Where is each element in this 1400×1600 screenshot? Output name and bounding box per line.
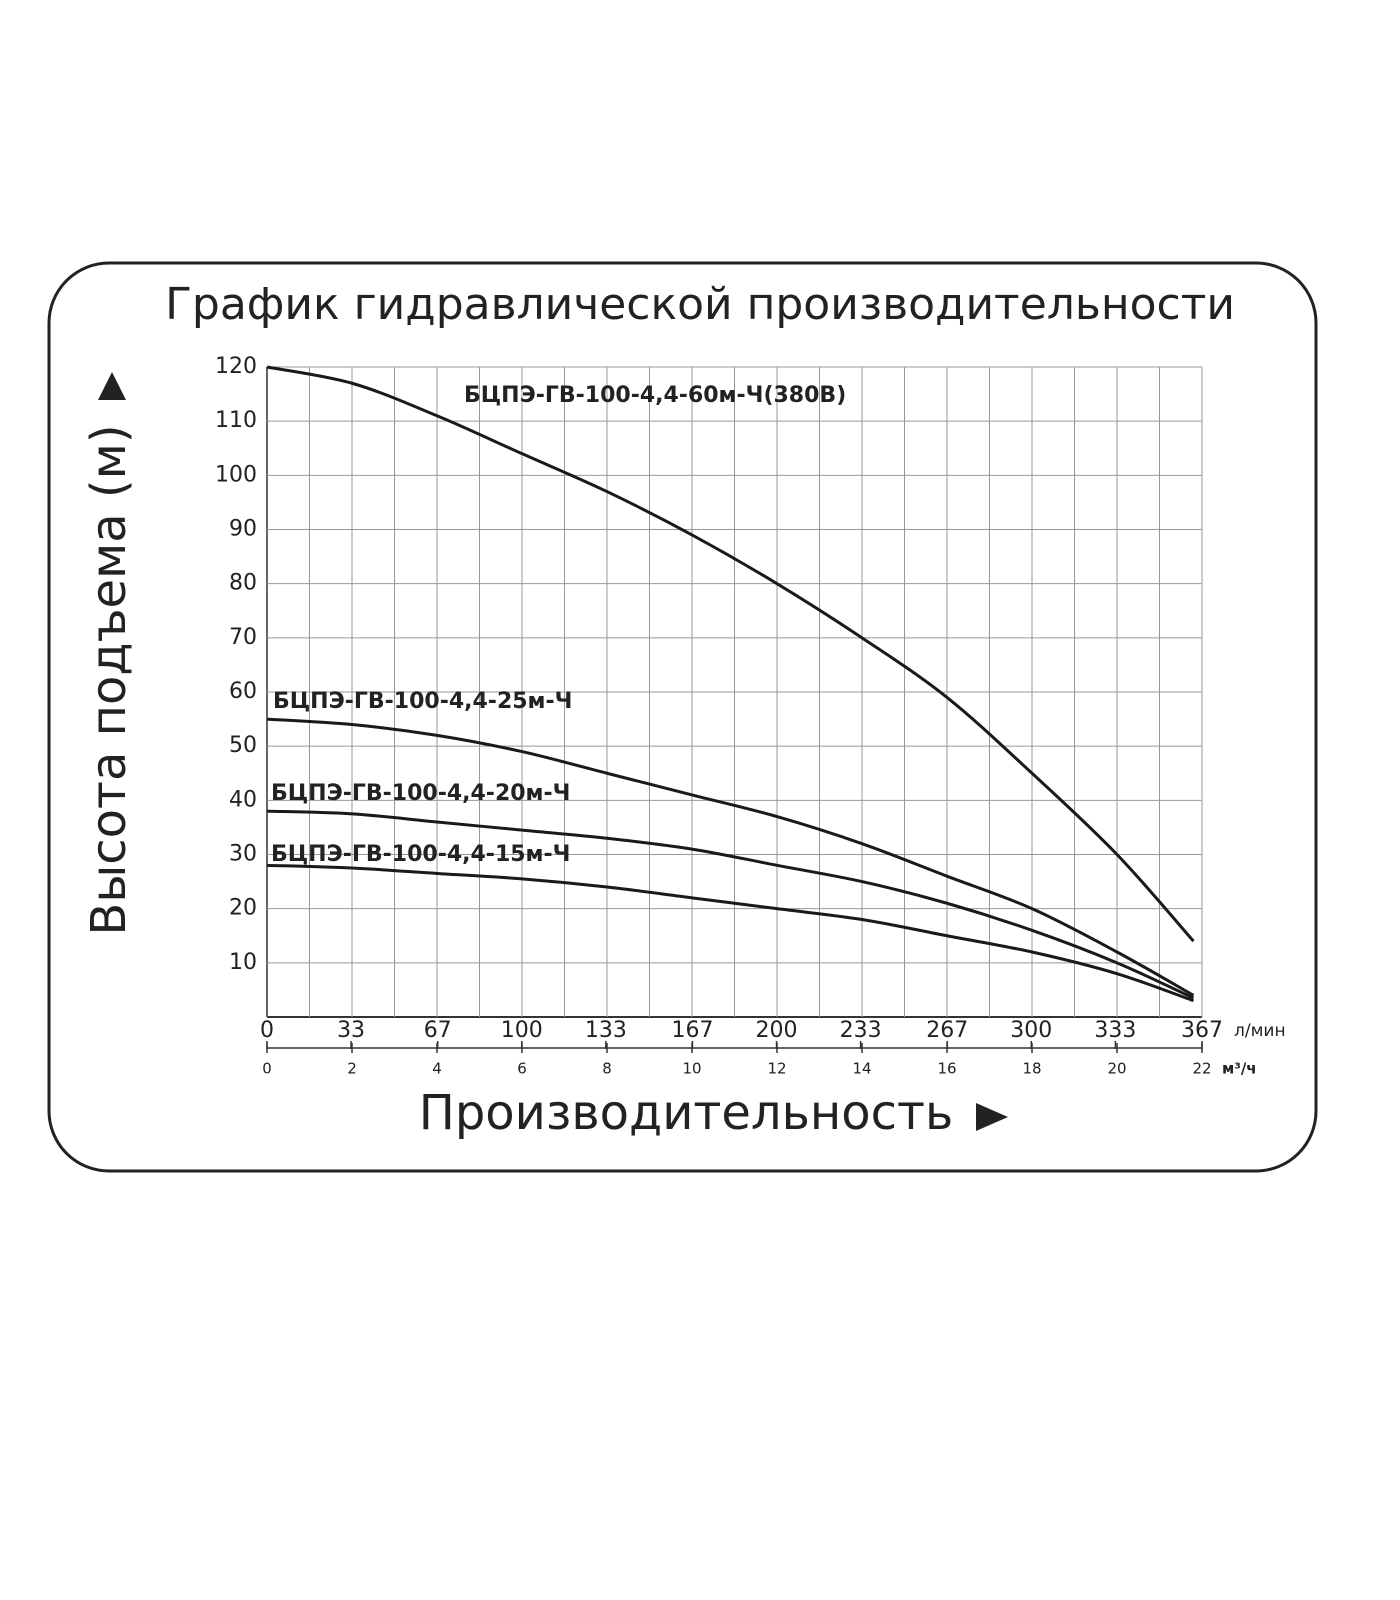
x2-tick-label: 267: [926, 1018, 968, 1043]
y-tick-label: 120: [215, 354, 257, 379]
y-tick-label: 100: [215, 462, 257, 487]
x2-tick-label: 33: [337, 1018, 365, 1043]
series-label: БЦПЭ-ГВ-100-4,4-20м-Ч: [271, 781, 570, 806]
x2-tick-label: 0: [260, 1018, 274, 1043]
x-tick-label: 8: [602, 1060, 612, 1078]
x-tick-label: 22: [1192, 1060, 1211, 1078]
curve: [266, 365, 1195, 943]
x-tick-label: 2: [347, 1060, 357, 1078]
x2-tick-label: 67: [424, 1018, 452, 1043]
x-arrow: [976, 1103, 1008, 1131]
x-tick-label: 16: [937, 1060, 956, 1078]
curve: [266, 717, 1195, 997]
series-label: БЦПЭ-ГВ-100-4,4-25м-Ч: [273, 689, 572, 714]
frame: [47, 261, 1318, 1173]
y-tick-label: 90: [229, 517, 257, 542]
x-tick-label: 0: [262, 1060, 272, 1078]
y-tick-label: 40: [229, 787, 257, 812]
series-label: БЦПЭ-ГВ-100-4,4-60м-Ч(380В): [464, 383, 846, 408]
y-tick-label: 60: [229, 679, 257, 704]
y-tick-label: 10: [229, 950, 257, 975]
x2-tick-label: 133: [585, 1018, 627, 1043]
series-label: БЦПЭ-ГВ-100-4,4-15м-Ч: [271, 842, 570, 867]
y-tick-label: 70: [229, 625, 257, 650]
y-axis-label: Высота подъема (м): [81, 424, 137, 935]
curve: [266, 863, 1195, 1003]
x2-tick-label: 100: [501, 1018, 543, 1043]
y-tick-label: 20: [229, 896, 257, 921]
x2-tick-label: 167: [671, 1018, 713, 1043]
x-tick-label: 10: [682, 1060, 701, 1078]
x-tick-label: 14: [852, 1060, 871, 1078]
y-tick-label: 80: [229, 571, 257, 596]
x2-tick-label: 333: [1094, 1018, 1136, 1043]
y-tick-label: 50: [229, 733, 257, 758]
x-tick-label: 18: [1022, 1060, 1041, 1078]
chart-title: График гидравлической производительности: [165, 279, 1235, 330]
x-axis-label: Производительность: [419, 1085, 954, 1141]
x2-tick-label: 300: [1010, 1018, 1052, 1043]
y-tick-label: 30: [229, 842, 257, 867]
x2-tick-label: 233: [840, 1018, 882, 1043]
x-tick-label: 20: [1107, 1060, 1126, 1078]
x-tick-label: 12: [767, 1060, 786, 1078]
x-unit: м³/ч: [1222, 1060, 1257, 1078]
x-tick-label: 6: [517, 1060, 527, 1078]
y-tick-label: 110: [215, 408, 257, 433]
curve: [266, 809, 1195, 1000]
x2-tick-label: 200: [756, 1018, 798, 1043]
x-tick-label: 4: [432, 1060, 442, 1078]
x2-unit: л/мин: [1234, 1021, 1286, 1041]
y-arrow: [98, 372, 126, 400]
x2-tick-label: 367: [1181, 1018, 1223, 1043]
